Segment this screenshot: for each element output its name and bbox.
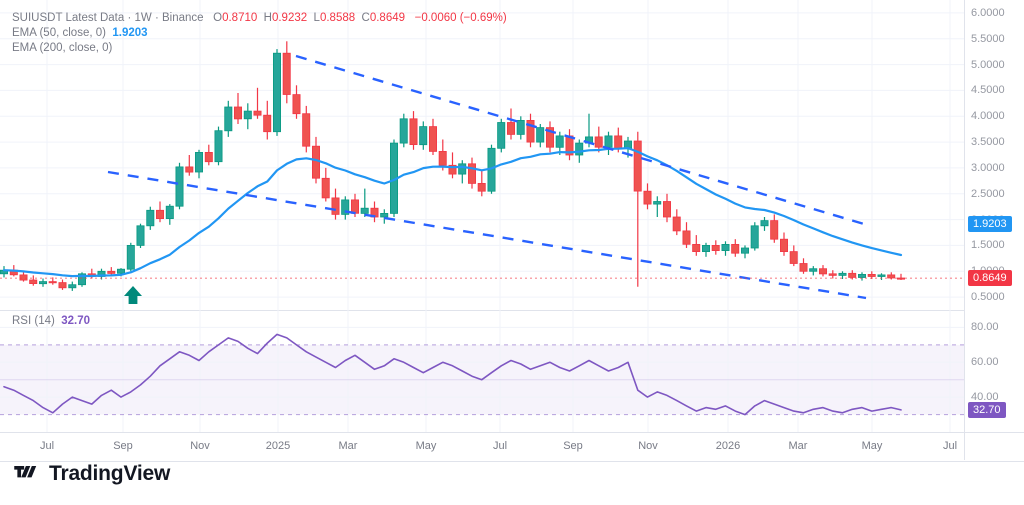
price-chart-pane[interactable] [0, 0, 1024, 310]
price-tick-label: 6.0000 [971, 6, 1005, 19]
trendline-annotations [107, 54, 867, 300]
price-tick-label: 5.5000 [971, 32, 1005, 45]
rsi-tick-label: 60.00 [971, 356, 999, 369]
tradingview-logo[interactable]: TradingView [14, 462, 170, 486]
lower-support-trendline [107, 170, 867, 300]
rsi-tick-label: 80.00 [971, 321, 999, 334]
rsi-row[interactable]: RSI (14) 32.70 [12, 314, 90, 329]
time-tick-label: Nov [190, 440, 210, 452]
ema50-value: 1.9203 [112, 27, 148, 39]
time-scale[interactable]: Jul Sep Nov 2025 Mar May Jul Sep Nov 2026 Mar May Ju… [0, 432, 1024, 462]
time-tick-label: Jul [942, 440, 958, 452]
high-value: 0.9232 [271, 12, 308, 24]
rsi-legend: RSI (14) 32.70 [12, 314, 90, 329]
price-tick-label: 2.5000 [971, 187, 1005, 200]
price-tick-label: 0.5000 [971, 291, 1005, 304]
price-chart-canvas [0, 0, 964, 310]
time-tick-label: 2025 [265, 440, 291, 452]
ema50-price-badge[interactable]: 1.9203 [968, 215, 1012, 232]
symbol-row[interactable]: SUIUSDT Latest Data · 1W · Binance O0.87… [12, 11, 507, 26]
price-tick-label: 4.5000 [971, 84, 1005, 97]
time-tick-label: May [861, 440, 883, 452]
tradingview-mark-icon [14, 465, 37, 477]
buy-signal-marker-icon [124, 286, 142, 304]
open-label: O [213, 12, 223, 24]
last-price-badge[interactable]: 0.8649 [968, 270, 1012, 287]
close-label: C [361, 12, 370, 24]
ema50-label: EMA (50, close, 0) [12, 27, 106, 39]
time-tick-label: Jul [39, 440, 55, 452]
price-tick-label: 3.0000 [971, 161, 1005, 174]
rsi-value: 32.70 [61, 315, 90, 327]
price-tick-label: 4.0000 [971, 110, 1005, 123]
rsi-line [3, 333, 902, 416]
time-tick-label: Mar [338, 440, 358, 452]
time-tick-label: Mar [788, 440, 808, 452]
time-tick-label: May [415, 440, 437, 452]
tradingview-wordmark: TradingView [49, 462, 171, 485]
time-tick-label: Nov [638, 440, 658, 452]
symbol-title: SUIUSDT Latest Data · 1W · Binance [12, 12, 204, 24]
time-tick-label: Sep [563, 440, 583, 452]
ema200-label: EMA (200, close, 0) [12, 42, 113, 54]
axis-separator [964, 0, 965, 460]
time-tick-label: 2026 [715, 440, 741, 452]
price-tick-label: 1.5000 [971, 239, 1005, 252]
price-gridlines [0, 0, 964, 310]
rsi-value-badge[interactable]: 32.70 [968, 401, 1006, 418]
price-legend: SUIUSDT Latest Data · 1W · Binance O0.87… [12, 11, 507, 56]
ema200-row[interactable]: EMA (200, close, 0) [12, 41, 507, 56]
price-scale[interactable]: 6.0000 5.5000 5.0000 4.5000 4.0000 3.5000 3.00… [965, 0, 1024, 432]
ema50-row[interactable]: EMA (50, close, 0) 1.9203 [12, 26, 507, 41]
change-value: −0.0060 (−0.69%) [414, 12, 507, 24]
rsi-tick-label: 40.00 [971, 391, 999, 404]
low-label: L [313, 12, 320, 24]
upper-resistance-trendline [295, 54, 865, 226]
rsi-pane[interactable] [0, 310, 1024, 432]
open-value: 0.8710 [222, 12, 258, 24]
ema50-line [2, 147, 903, 278]
rsi-label: RSI (14) [12, 315, 55, 327]
high-label: H [263, 12, 272, 24]
ohlc-values: O0.8710 H0.9232 L0.8588 C0.8649 −0.0060 … [207, 12, 507, 24]
low-value: 0.8588 [319, 12, 356, 24]
price-tick-label: 3.5000 [971, 136, 1005, 149]
price-tick-label: 5.0000 [971, 58, 1005, 71]
time-tick-label: Jul [492, 440, 508, 452]
rsi-canvas [0, 310, 964, 432]
time-tick-label: Sep [113, 440, 133, 452]
close-value: 0.8649 [369, 12, 406, 24]
